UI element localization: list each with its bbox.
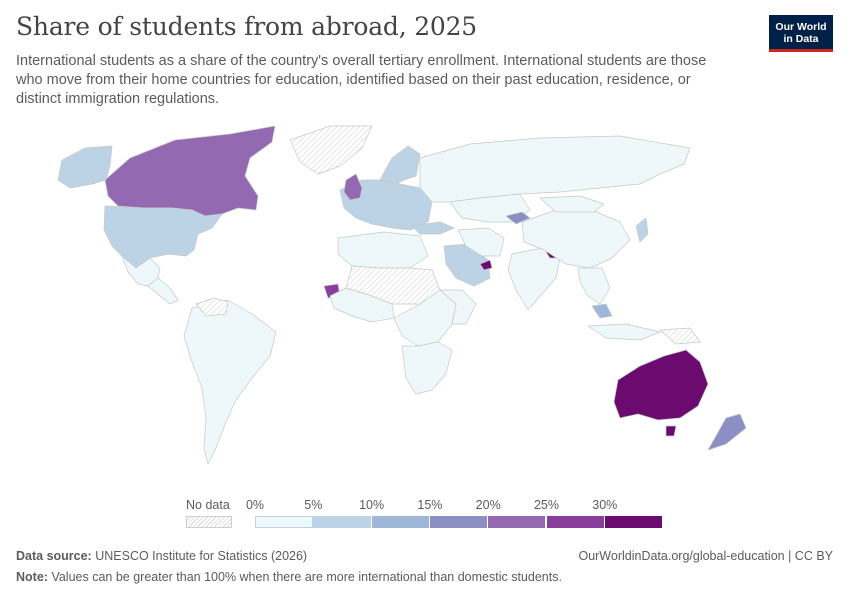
no-data-swatch — [186, 516, 232, 528]
country-region[interactable] — [659, 327, 701, 345]
country-region[interactable] — [343, 173, 363, 201]
country-region[interactable] — [337, 231, 429, 269]
country-region[interactable] — [613, 349, 709, 421]
country-region[interactable] — [195, 297, 229, 317]
no-data-label: No data — [186, 498, 230, 512]
note-text: Values can be greater than 100% when the… — [51, 570, 562, 584]
source-url[interactable]: OurWorldinData.org/global-education | CC… — [578, 549, 833, 563]
legend-tick-label: 25% — [533, 498, 560, 512]
country-region[interactable] — [539, 195, 605, 213]
chart-title: Share of students from abroad, 2025 — [16, 12, 478, 41]
data-source-text[interactable]: UNESCO Institute for Statistics (2026) — [95, 549, 308, 563]
country-region[interactable] — [401, 341, 453, 395]
country-region[interactable] — [479, 259, 493, 271]
legend-tick-label: 5% — [304, 498, 323, 512]
legend-color-bin[interactable] — [546, 516, 605, 528]
legend-tick-label: 30% — [592, 498, 618, 512]
chart-note: Note: Values can be greater than 100% wh… — [16, 570, 562, 584]
country-region[interactable] — [411, 221, 455, 235]
color-legend: No data 0% 5% 10% 15% 20% 25% 30% — [0, 495, 850, 535]
legend-color-bin[interactable] — [429, 516, 489, 528]
country-region[interactable] — [591, 303, 613, 319]
legend-color-bin[interactable] — [255, 516, 314, 528]
legend-tick-label: 20% — [475, 498, 501, 512]
country-region[interactable] — [505, 211, 531, 225]
country-region[interactable] — [457, 227, 505, 257]
logo-line-2: in Data — [783, 33, 819, 45]
country-region[interactable] — [104, 125, 276, 217]
country-region[interactable] — [587, 323, 661, 341]
country-region[interactable] — [379, 145, 421, 185]
legend-color-bin[interactable] — [604, 516, 664, 528]
note-label: Note: — [16, 570, 48, 584]
data-source-label: Data source: — [16, 549, 92, 563]
legend-color-bin[interactable] — [313, 516, 372, 528]
legend-tick-label: 10% — [359, 498, 385, 512]
world-map — [57, 125, 747, 465]
country-region[interactable] — [635, 217, 649, 243]
legend-color-bin[interactable] — [371, 516, 430, 528]
data-source: Data source: UNESCO Institute for Statis… — [16, 549, 307, 563]
logo-line-1: Our World — [775, 21, 827, 33]
country-region[interactable] — [103, 205, 223, 269]
country-region[interactable] — [57, 145, 113, 189]
legend-color-bin[interactable] — [488, 516, 547, 528]
legend-tick-label: 15% — [417, 498, 443, 512]
country-region[interactable] — [577, 267, 611, 305]
country-region[interactable] — [707, 413, 747, 451]
legend-tick-label: 0% — [245, 498, 265, 512]
owid-logo[interactable]: Our World in Data — [769, 15, 833, 52]
country-region[interactable] — [665, 425, 677, 437]
country-region[interactable] — [439, 289, 477, 325]
country-region[interactable] — [289, 125, 373, 175]
country-region[interactable] — [419, 135, 691, 203]
country-region[interactable] — [147, 277, 179, 305]
chart-subtitle: International students as a share of the… — [16, 53, 707, 107]
country-region[interactable] — [183, 299, 277, 465]
